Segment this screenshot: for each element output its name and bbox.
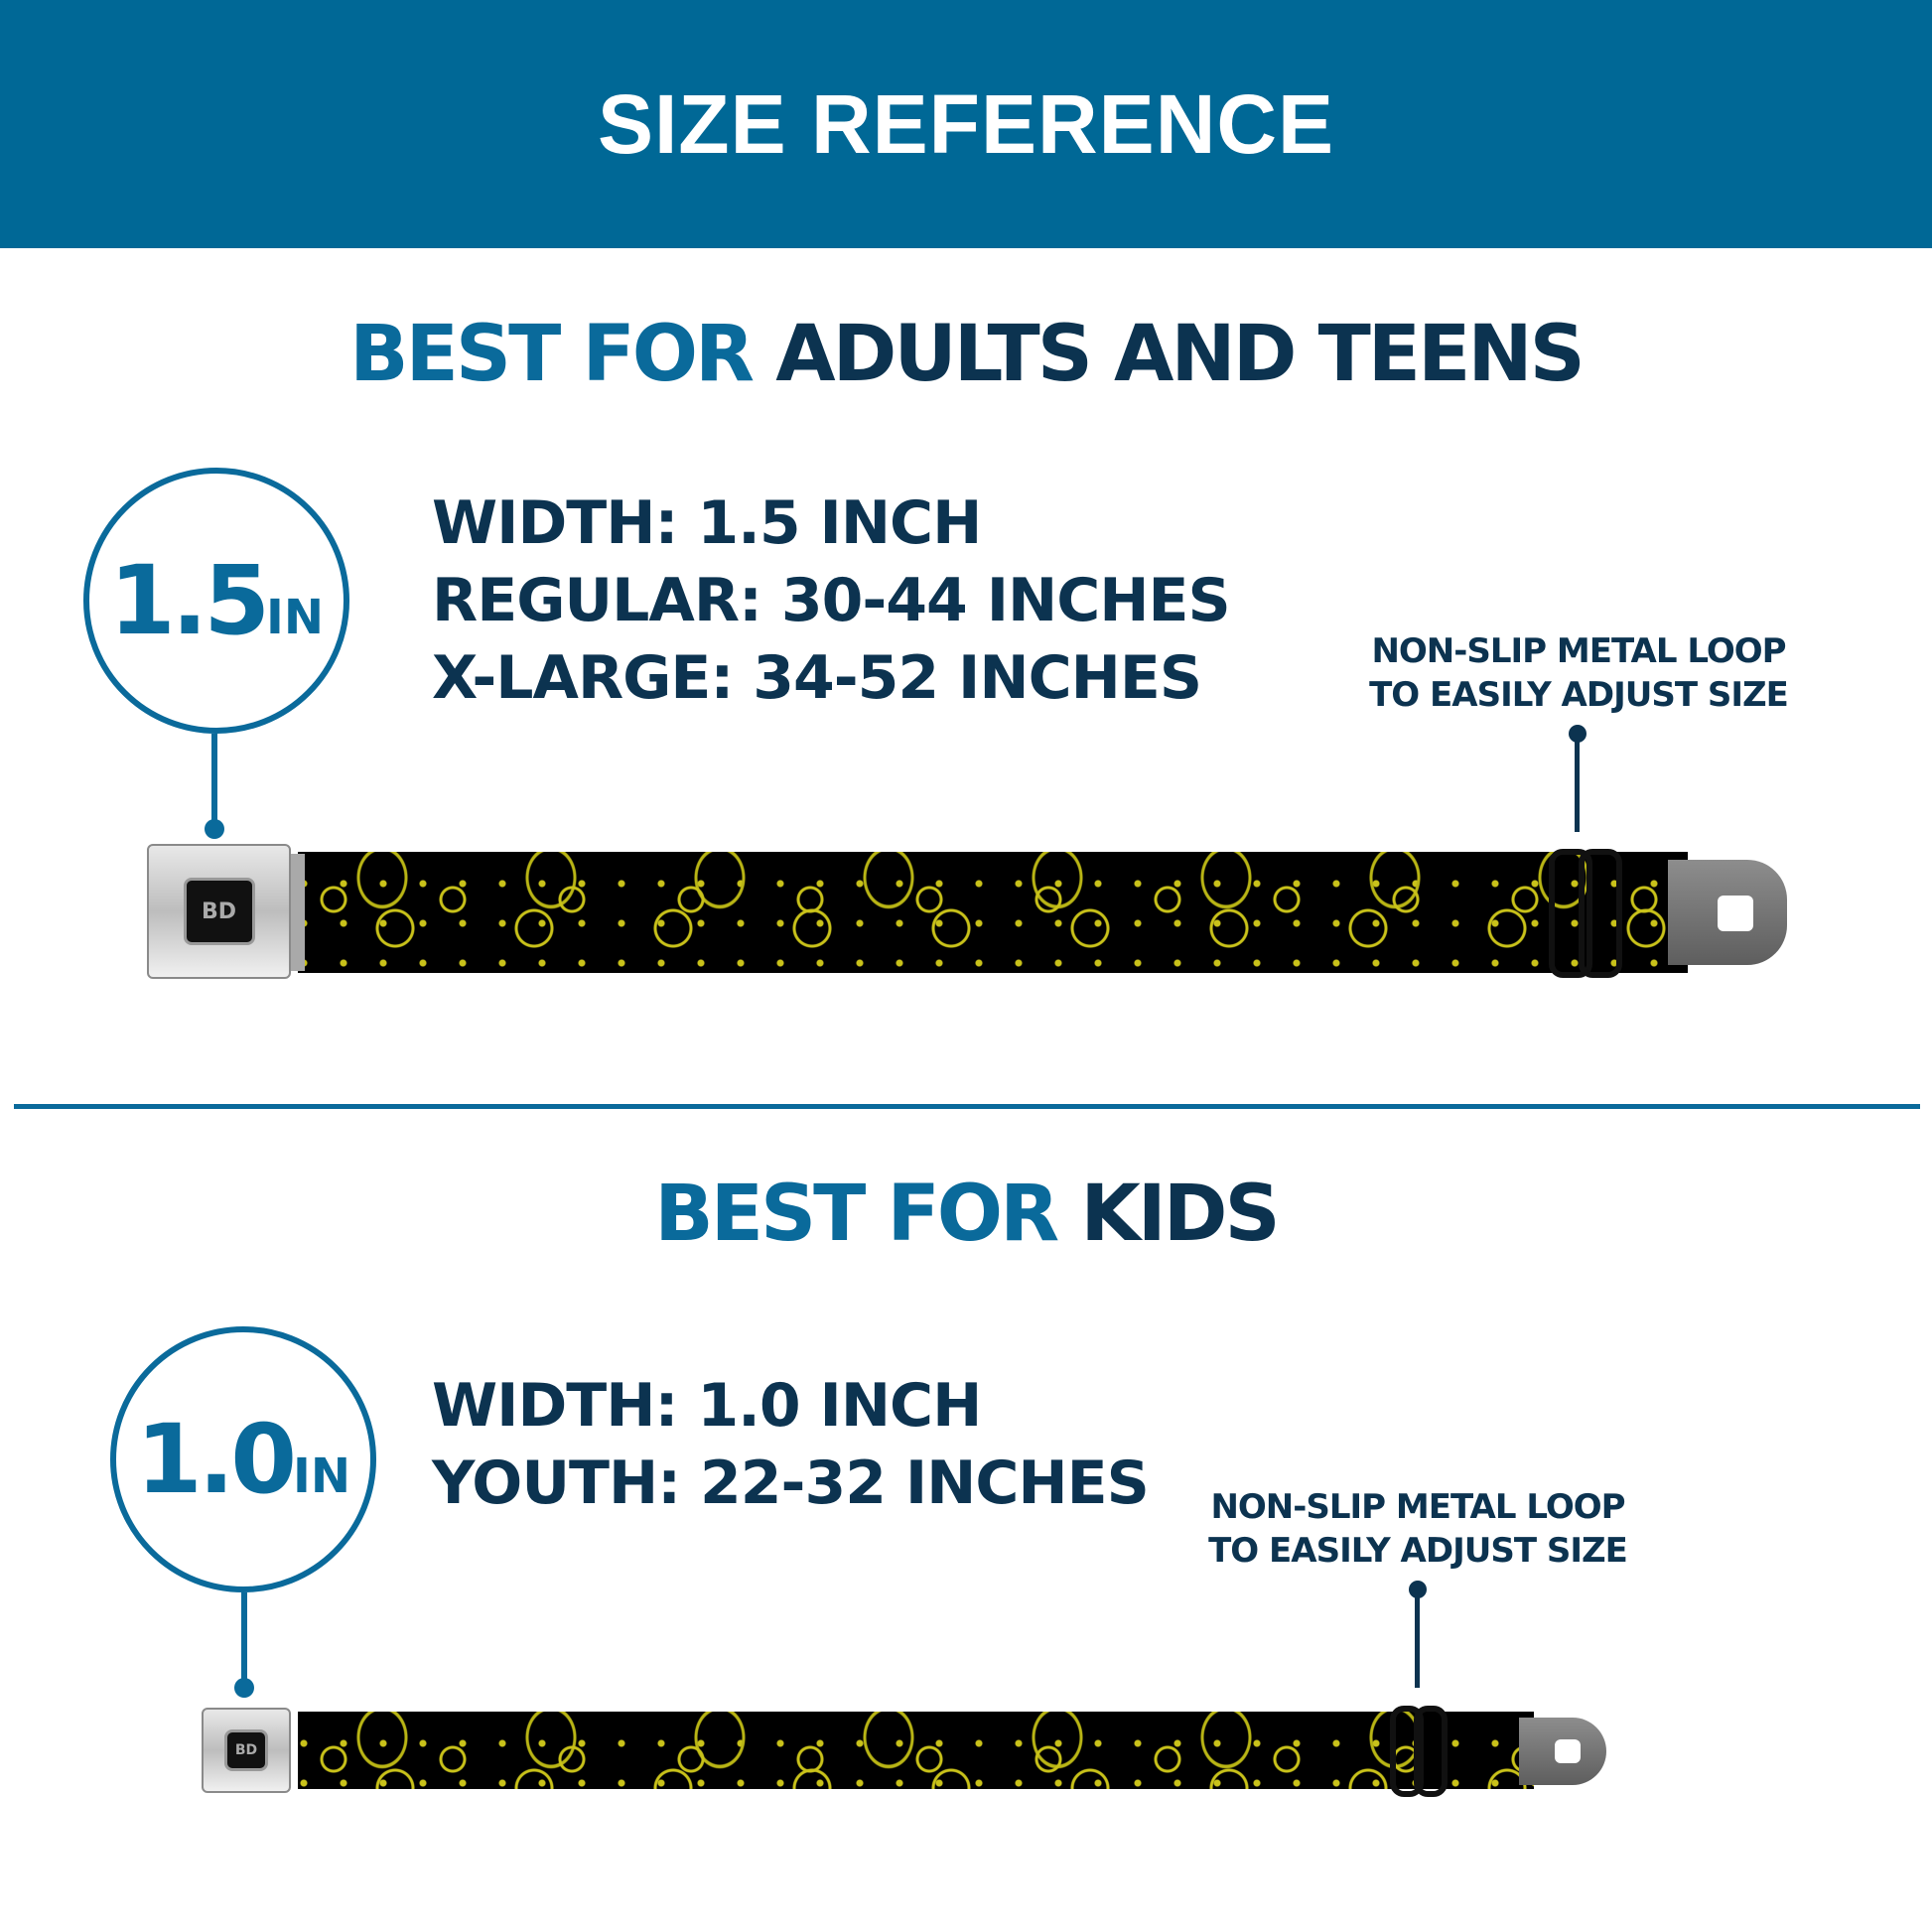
- belt-strap-paisley: [298, 852, 1688, 973]
- kids-heading: BEST FOR KIDS: [0, 1170, 1932, 1259]
- pointer-dot: [205, 819, 224, 839]
- callout-line: TO EASILY ADJUST SIZE: [1208, 1531, 1628, 1571]
- adult-specs: WIDTH: 1.5 INCH REGULAR: 30-44 INCHES X-…: [432, 484, 1231, 717]
- loop-callout: NON-SLIP METAL LOOP TO EASILY ADJUST SIZE: [1160, 1485, 1676, 1573]
- badge-value: 1.5: [108, 545, 270, 656]
- seatbelt-buckle: BD: [202, 1708, 291, 1793]
- pointer-line: [211, 734, 217, 825]
- header-banner: SIZE REFERENCE: [0, 0, 1932, 248]
- spec-regular: REGULAR: 30-44 INCHES: [432, 566, 1231, 635]
- heading-accent: BEST FOR: [654, 1170, 1059, 1259]
- spec-width: WIDTH: 1.0 INCH: [432, 1371, 982, 1441]
- callout-line: NON-SLIP METAL LOOP: [1371, 631, 1786, 671]
- spec-youth: YOUTH: 22-32 INCHES: [432, 1449, 1150, 1518]
- section-divider: [14, 1104, 1920, 1109]
- pointer-line: [241, 1592, 247, 1684]
- badge-value: 1.0: [135, 1404, 297, 1515]
- pointer-dot: [234, 1678, 254, 1698]
- spec-xlarge: X-LARGE: 34-52 INCHES: [432, 643, 1202, 713]
- belt-strap-paisley: [298, 1712, 1534, 1789]
- brand-logo-icon: BD: [224, 1729, 268, 1771]
- belt-metal-tab: [1668, 860, 1787, 965]
- loop-callout: NON-SLIP METAL LOOP TO EASILY ADJUST SIZE: [1320, 629, 1837, 717]
- kid-specs: WIDTH: 1.0 INCH YOUTH: 22-32 INCHES: [432, 1367, 1150, 1522]
- seatbelt-buckle: BD: [147, 844, 291, 979]
- width-badge-1-0: 1.0 IN: [110, 1326, 376, 1592]
- heading-main: ADULTS AND TEENS: [775, 310, 1586, 399]
- metal-loop: [1579, 849, 1622, 978]
- badge-unit: IN: [293, 1449, 351, 1504]
- width-badge-1-5: 1.5 IN: [83, 468, 349, 734]
- heading-main: KIDS: [1080, 1170, 1280, 1259]
- callout-line-pointer: [1575, 733, 1580, 832]
- spec-width: WIDTH: 1.5 INCH: [432, 488, 982, 558]
- metal-loop: [1390, 1706, 1424, 1797]
- page-title: SIZE REFERENCE: [597, 76, 1335, 171]
- adults-heading: BEST FOR ADULTS AND TEENS: [0, 310, 1932, 399]
- metal-loop: [1549, 849, 1592, 978]
- callout-line-pointer: [1415, 1588, 1420, 1688]
- badge-unit: IN: [266, 590, 325, 645]
- buckle-hinge: [291, 854, 305, 971]
- heading-accent: BEST FOR: [349, 310, 755, 399]
- belt-metal-tab: [1519, 1718, 1606, 1785]
- brand-logo-icon: BD: [183, 878, 255, 945]
- callout-line: NON-SLIP METAL LOOP: [1210, 1487, 1625, 1527]
- metal-loop: [1414, 1706, 1448, 1797]
- callout-line: TO EASILY ADJUST SIZE: [1369, 675, 1789, 715]
